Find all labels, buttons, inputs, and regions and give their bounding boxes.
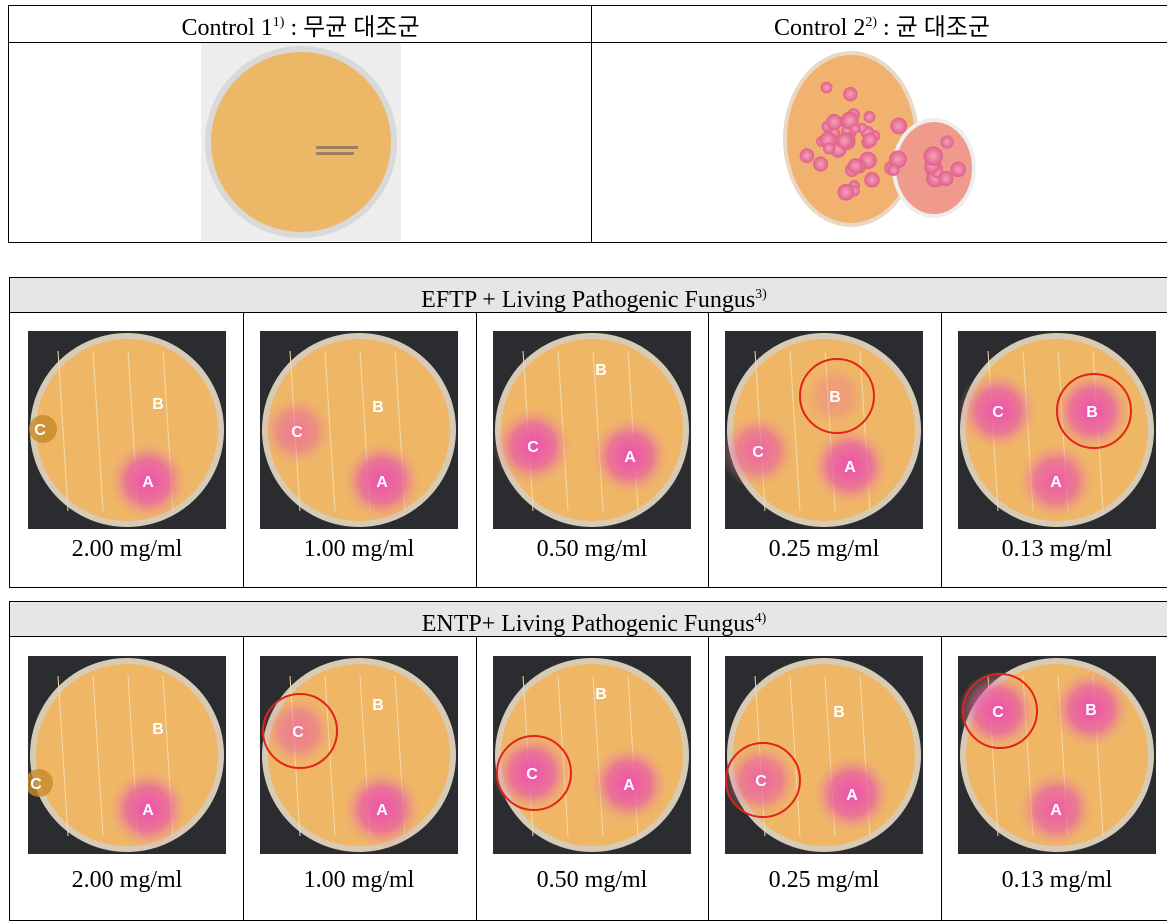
colony [826, 114, 842, 130]
panel-table: ENTP+ Living Pathogenic Fungus4) A B C 2.00 … [9, 601, 1167, 921]
plate-image: A B C [725, 331, 923, 529]
spot-label: A [376, 474, 388, 491]
colony [938, 171, 953, 186]
spot-label: C [291, 424, 303, 441]
concentration: 0.50 mg/ml [476, 536, 708, 563]
colony [864, 172, 880, 188]
concentration: 0.25 mg/ml [708, 536, 940, 563]
panel-title: ENTP+ Living Pathogenic Fungus [422, 611, 755, 637]
panel-note: 3) [755, 287, 767, 302]
plate-image: A B C [28, 331, 226, 529]
note: 1) [273, 15, 285, 30]
panel-table: EFTP + Living Pathogenic Fungus3) A B C 2.00… [9, 277, 1167, 588]
desc: : 균 대조군 [883, 15, 990, 41]
plate-image: A B C [725, 656, 923, 854]
spot-label: B [152, 396, 164, 413]
spot-label: C [526, 766, 538, 783]
plate-image: A B C [958, 331, 1156, 529]
spot-label: A [844, 459, 856, 476]
colony [863, 133, 878, 148]
colony [890, 118, 907, 135]
spot-label: C [292, 724, 304, 741]
spot-label: A [376, 802, 388, 819]
colony [940, 135, 953, 148]
panel-note: 4) [755, 611, 767, 626]
desc: : 무균 대조군 [290, 15, 419, 41]
concentration: 0.13 mg/ml [941, 536, 1167, 563]
spot-label: C [992, 404, 1004, 421]
plate-image: A B C [260, 656, 458, 854]
concentration: 1.00 mg/ml [243, 867, 475, 894]
concentration: 2.00 mg/ml [11, 536, 243, 563]
page: {"controls":[{"label":"Control 1","note"… [0, 0, 1167, 911]
plate-image: A B C [958, 656, 1156, 854]
concentration: 0.25 mg/ml [708, 867, 940, 894]
spot-label: A [623, 777, 635, 794]
panel-header: ENTP+ Living Pathogenic Fungus4) [10, 602, 1167, 637]
spot-label: A [142, 802, 154, 819]
spot-label: C [34, 422, 46, 439]
concentration: 1.00 mg/ml [243, 536, 475, 563]
colony [823, 142, 835, 154]
spot-label: B [595, 686, 607, 703]
colony [950, 162, 966, 178]
control-table: Control 11) : 무균 대조군 Control 22) : 균 대조군 [8, 5, 1167, 243]
panel-title: EFTP + Living Pathogenic Fungus [421, 287, 755, 313]
spot-label: C [30, 776, 42, 793]
spot-label: C [527, 439, 539, 456]
colony [821, 82, 833, 94]
colony [848, 158, 863, 173]
concentration: 2.00 mg/ml [11, 867, 243, 894]
label: Control 2 [774, 15, 865, 41]
plate-image: A B C [28, 656, 226, 854]
control-2-image [769, 43, 989, 241]
colony [863, 111, 875, 123]
spot-label: A [846, 787, 858, 804]
spot-label: B [372, 399, 384, 416]
colony [888, 164, 900, 176]
spot-label: C [992, 704, 1004, 721]
colony [800, 148, 815, 163]
plate-image: A B C [493, 656, 691, 854]
colony [837, 184, 854, 201]
spot-label: C [755, 773, 767, 790]
colony [843, 87, 857, 101]
label: Control 1 [181, 15, 272, 41]
spot-label: B [1085, 702, 1097, 719]
note: 2) [865, 15, 877, 30]
spot-label: B [1086, 404, 1098, 421]
spot-label: B [833, 704, 845, 721]
concentration: 0.50 mg/ml [476, 867, 708, 894]
control-2-header: Control 22) : 균 대조군 [592, 6, 1167, 45]
spot-label: A [1050, 802, 1062, 819]
spot-label: A [1050, 474, 1062, 491]
spot-label: A [624, 449, 636, 466]
spot-label: A [142, 474, 154, 491]
spot-label: B [152, 721, 164, 738]
spot-label: B [829, 389, 841, 406]
control-1-image [201, 43, 401, 241]
plate-image: A B C [260, 331, 458, 529]
colony [813, 156, 828, 171]
divider [591, 6, 592, 242]
concentration: 0.13 mg/ml [941, 867, 1167, 894]
colony [850, 124, 860, 134]
colony [836, 133, 852, 149]
colony [923, 146, 942, 165]
spot-label: C [752, 444, 764, 461]
control-header: Control 11) : 무균 대조군 Control 22) : 균 대조군 [9, 6, 1167, 43]
panel-header: EFTP + Living Pathogenic Fungus3) [10, 278, 1167, 313]
plate-image: A B C [493, 331, 691, 529]
control-1-header: Control 11) : 무균 대조군 [9, 6, 592, 45]
spot-label: B [595, 362, 607, 379]
spot-label: B [372, 697, 384, 714]
